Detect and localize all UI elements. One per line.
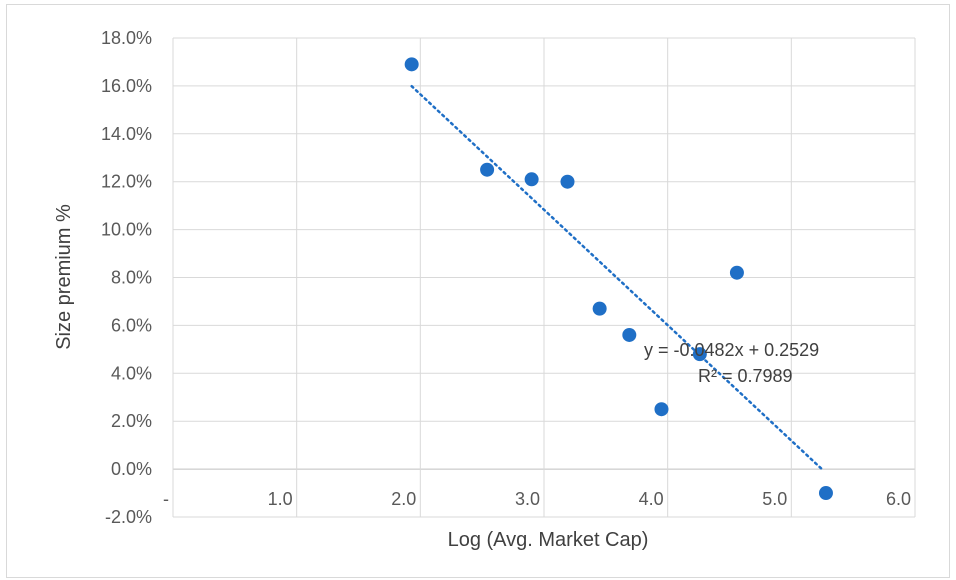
- x-tick-label: 2.0: [391, 489, 416, 509]
- data-points: [404, 57, 833, 501]
- data-point: [692, 347, 707, 362]
- x-tick-label: 5.0: [762, 489, 787, 509]
- x-tick-label: 1.0: [268, 489, 293, 509]
- data-point: [622, 327, 637, 342]
- data-point: [654, 402, 669, 417]
- x-axis-title: Log (Avg. Market Cap): [448, 529, 649, 551]
- x-tick-labels: - 1.0 2.0 3.0 4.0 5.0 6.0: [163, 489, 911, 509]
- data-point: [592, 301, 607, 316]
- data-point: [524, 172, 539, 187]
- y-tick-label: 12.0%: [101, 172, 152, 192]
- trendline-equation: y = -0.0482x + 0.2529: [644, 340, 819, 360]
- trendline-group: [410, 84, 824, 471]
- y-tick-labels: -2.0% 0.0% 2.0% 4.0% 6.0% 8.0% 10.0% 12.0% 14.0%…: [101, 28, 152, 527]
- gridlines: [172, 37, 916, 518]
- y-tick-label: -2.0%: [105, 507, 152, 527]
- y-tick-label: 6.0%: [111, 315, 152, 335]
- data-point: [818, 486, 833, 501]
- y-tick-label: 10.0%: [101, 220, 152, 240]
- x-tick-label: 6.0: [886, 489, 911, 509]
- data-point: [404, 57, 419, 72]
- y-tick-label: 2.0%: [111, 411, 152, 431]
- x-tick-label: 4.0: [639, 489, 664, 509]
- trendline-r-squared: R² = 0.7989: [698, 366, 793, 386]
- y-tick-label: 14.0%: [101, 124, 152, 144]
- y-tick-label: 4.0%: [111, 363, 152, 383]
- data-point: [729, 265, 744, 280]
- chart-frame: [6, 4, 950, 578]
- trendline: [410, 84, 824, 471]
- y-tick-label: 0.0%: [111, 459, 152, 479]
- data-point: [560, 174, 575, 189]
- x-tick-label: -: [163, 489, 169, 509]
- x-tick-label: 3.0: [515, 489, 540, 509]
- y-axis-title: Size premium %: [53, 204, 75, 350]
- y-tick-label: 18.0%: [101, 28, 152, 48]
- y-tick-label: 8.0%: [111, 268, 152, 288]
- data-point: [480, 162, 495, 177]
- y-tick-label: 16.0%: [101, 76, 152, 96]
